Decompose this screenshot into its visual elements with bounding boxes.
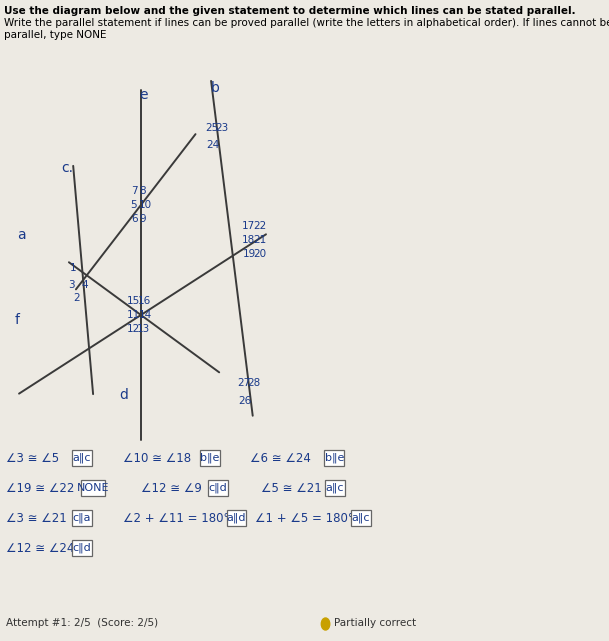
Text: 7: 7 (132, 186, 138, 196)
Text: 4: 4 (81, 280, 88, 290)
FancyBboxPatch shape (200, 450, 220, 466)
Text: b: b (211, 81, 220, 95)
FancyBboxPatch shape (72, 540, 92, 556)
Text: 1: 1 (70, 263, 77, 273)
Text: ∠3 ≅ ∠21: ∠3 ≅ ∠21 (5, 512, 66, 524)
Text: ∠1 + ∠5 = 180°: ∠1 + ∠5 = 180° (255, 512, 354, 524)
FancyBboxPatch shape (325, 480, 345, 496)
FancyBboxPatch shape (227, 510, 246, 526)
Text: a: a (17, 228, 26, 242)
Text: Write the parallel statement if lines can be proved parallel (write the letters : Write the parallel statement if lines ca… (4, 18, 609, 28)
Text: 21: 21 (253, 235, 267, 245)
Text: 22: 22 (253, 221, 267, 231)
FancyBboxPatch shape (72, 450, 92, 466)
Text: 12: 12 (127, 324, 141, 334)
Text: c.: c. (61, 161, 73, 175)
Text: c‖d: c‖d (72, 543, 91, 553)
Text: Attempt #1: 2/5  (Score: 2/5): Attempt #1: 2/5 (Score: 2/5) (5, 618, 158, 628)
Text: 15: 15 (127, 296, 140, 306)
Text: e: e (139, 88, 148, 102)
Text: c‖a: c‖a (72, 513, 91, 523)
Text: 20: 20 (253, 249, 267, 259)
Text: ∠12 ≅ ∠9: ∠12 ≅ ∠9 (141, 481, 202, 494)
Text: b‖e: b‖e (325, 453, 344, 463)
Text: Partially correct: Partially correct (334, 618, 416, 628)
Text: 27: 27 (237, 378, 250, 388)
FancyBboxPatch shape (72, 510, 92, 526)
Text: 5: 5 (130, 200, 137, 210)
FancyBboxPatch shape (325, 450, 344, 466)
Text: ∠5 ≅ ∠21: ∠5 ≅ ∠21 (261, 481, 322, 494)
Text: parallel, type NONE: parallel, type NONE (4, 30, 106, 40)
Text: 9: 9 (139, 214, 146, 224)
Text: 13: 13 (137, 324, 150, 334)
Text: 16: 16 (138, 296, 151, 306)
FancyBboxPatch shape (208, 480, 228, 496)
Text: ∠6 ≅ ∠24: ∠6 ≅ ∠24 (250, 451, 311, 465)
Text: c‖d: c‖d (208, 483, 227, 494)
Text: 28: 28 (247, 378, 260, 388)
Text: 2: 2 (74, 293, 80, 303)
Text: ∠2 + ∠11 = 180°: ∠2 + ∠11 = 180° (123, 512, 230, 524)
Text: 3: 3 (69, 280, 75, 290)
Text: ∠12 ≅ ∠24: ∠12 ≅ ∠24 (5, 542, 74, 554)
Text: 25: 25 (205, 123, 218, 133)
Text: ∠19 ≅ ∠22: ∠19 ≅ ∠22 (5, 481, 74, 494)
Text: b‖e: b‖e (200, 453, 220, 463)
Text: Use the diagram below and the given statement to determine which lines can be st: Use the diagram below and the given stat… (4, 6, 575, 16)
Text: ∠3 ≅ ∠5: ∠3 ≅ ∠5 (5, 451, 58, 465)
Text: a‖c: a‖c (326, 483, 344, 494)
Text: 10: 10 (139, 200, 152, 210)
Circle shape (322, 618, 329, 630)
FancyBboxPatch shape (82, 480, 105, 496)
Text: 18: 18 (242, 235, 255, 245)
FancyBboxPatch shape (351, 510, 371, 526)
Text: 26: 26 (238, 396, 251, 406)
Text: d: d (119, 388, 128, 402)
Text: 19: 19 (243, 249, 256, 259)
Text: a‖d: a‖d (227, 513, 246, 523)
Text: NONE: NONE (77, 483, 110, 493)
Text: ∠10 ≅ ∠18: ∠10 ≅ ∠18 (123, 451, 191, 465)
Text: 17: 17 (242, 221, 255, 231)
Text: a‖c: a‖c (72, 453, 91, 463)
Text: f: f (15, 313, 20, 327)
Text: 14: 14 (138, 310, 152, 320)
Text: 6: 6 (132, 214, 138, 224)
Text: 11: 11 (127, 310, 141, 320)
Text: 24: 24 (206, 140, 219, 150)
Text: 8: 8 (139, 186, 146, 196)
Text: a‖c: a‖c (352, 513, 370, 523)
Text: 23: 23 (216, 123, 228, 133)
